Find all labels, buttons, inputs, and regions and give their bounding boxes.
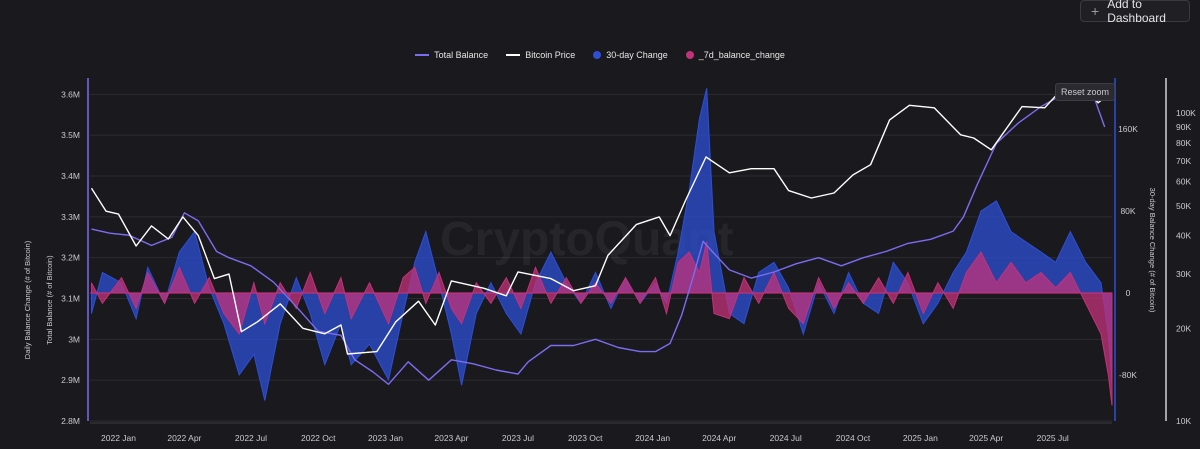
left-axis-tick-label: 3.3M bbox=[61, 212, 80, 222]
x-axis-tick-label: 2022 Apr bbox=[167, 433, 201, 443]
right-outer-axis-tick-label: 20K bbox=[1176, 323, 1191, 333]
right-outer-axis-tick-label: 30K bbox=[1176, 269, 1191, 279]
left-outer-axis-title: Daily Balance Change (# of Bitcoin) bbox=[23, 240, 32, 359]
legend-label: Bitcoin Price bbox=[525, 50, 576, 60]
legend-item-30-day-change[interactable]: 30-day Change bbox=[593, 50, 668, 60]
right-inner-axis-title: 30-day Balance Change (# of Bitcoin) bbox=[1148, 188, 1157, 313]
add-to-dashboard-button[interactable]: + Add to Dashboard bbox=[1080, 0, 1190, 25]
x-axis-tick-label: 2023 Oct bbox=[568, 433, 603, 443]
left-axis-tick-label: 3M bbox=[68, 334, 80, 344]
x-axis-tick-label: 2025 Apr bbox=[969, 433, 1003, 443]
legend-line-icon bbox=[506, 54, 521, 56]
legend-label: Total Balance bbox=[434, 50, 489, 60]
reset-zoom-button[interactable]: Reset zoom bbox=[1055, 83, 1115, 101]
right-outer-axis-tick-label: 40K bbox=[1176, 231, 1191, 241]
add-to-dashboard-label: Add to Dashboard bbox=[1107, 0, 1166, 25]
legend-dot-icon bbox=[593, 51, 602, 59]
chart-legend: Total Balance Bitcoin Price 30-day Chang… bbox=[0, 50, 1200, 60]
legend-item-7d-balance-change[interactable]: _7d_balance_change bbox=[685, 50, 785, 60]
legend-item-bitcoin-price[interactable]: Bitcoin Price bbox=[506, 50, 575, 60]
right-outer-axis-tick-label: 70K bbox=[1176, 156, 1191, 166]
line-total-balance bbox=[91, 83, 1106, 385]
right-inner-axis-tick-label: -80K bbox=[1119, 370, 1137, 380]
axes: 3.6M 3.5M 3.4M 3.3M 3.2M 3.1M 3M 2.9M 2.8M 160K 80… bbox=[61, 78, 1196, 443]
area-series bbox=[90, 88, 1113, 406]
right-outer-axis-tick-label: 80K bbox=[1176, 138, 1191, 148]
left-axis-title: Total Balance (# of Bitcoin) bbox=[45, 255, 54, 345]
right-outer-axis-tick-label: 100K bbox=[1176, 108, 1196, 118]
right-outer-axis-tick-label: 10K bbox=[1176, 416, 1191, 426]
right-outer-axis-tick-label: 90K bbox=[1176, 122, 1191, 132]
left-axis-tick-label: 3.6M bbox=[61, 89, 80, 99]
left-axis-tick-label: 3.4M bbox=[61, 171, 80, 181]
plus-icon: + bbox=[1091, 3, 1100, 19]
right-outer-axis-tick-label: 50K bbox=[1176, 201, 1191, 211]
x-axis-tick-label: 2023 Jan bbox=[368, 433, 403, 443]
line-bitcoin-price bbox=[90, 85, 1109, 355]
x-axis-tick-label: 2022 Jan bbox=[101, 433, 136, 443]
area--7d-balance-change bbox=[91, 241, 1113, 406]
left-axis-tick-label: 3.1M bbox=[61, 294, 80, 304]
legend-item-total-balance[interactable]: Total Balance bbox=[415, 50, 488, 60]
left-axis-tick-label: 3.2M bbox=[61, 253, 80, 263]
x-axis-tick-label: 2024 Jan bbox=[635, 433, 670, 443]
right-inner-axis-tick-label: 0 bbox=[1126, 288, 1131, 298]
left-axis-tick-label: 2.8M bbox=[61, 416, 80, 426]
x-axis-tick-label: 2022 Oct bbox=[301, 433, 336, 443]
x-axis-tick-label: 2024 Oct bbox=[836, 433, 871, 443]
x-axis-tick-label: 2025 Jan bbox=[903, 433, 938, 443]
right-inner-axis-tick-label: 80K bbox=[1120, 206, 1135, 216]
left-axis-tick-label: 3.5M bbox=[61, 130, 80, 140]
legend-label: _7d_balance_change bbox=[698, 50, 785, 60]
legend-dot-icon bbox=[685, 51, 694, 59]
x-axis-tick-label: 2024 Jul bbox=[770, 433, 802, 443]
right-outer-axis-tick-label: 60K bbox=[1176, 176, 1191, 186]
legend-line-icon bbox=[415, 54, 430, 56]
left-axis-tick-label: 2.9M bbox=[61, 375, 80, 385]
x-axis-tick-label: 2023 Jul bbox=[502, 433, 534, 443]
x-axis-tick-label: 2022 Jul bbox=[235, 433, 267, 443]
x-axis-tick-label: 2023 Apr bbox=[434, 433, 468, 443]
line-series bbox=[90, 83, 1109, 385]
right-inner-axis-tick-label: 160K bbox=[1118, 124, 1138, 134]
x-axis-tick-label: 2025 Jul bbox=[1037, 433, 1069, 443]
legend-label: 30-day Change bbox=[606, 50, 668, 60]
x-axis-tick-label: 2024 Apr bbox=[702, 433, 736, 443]
